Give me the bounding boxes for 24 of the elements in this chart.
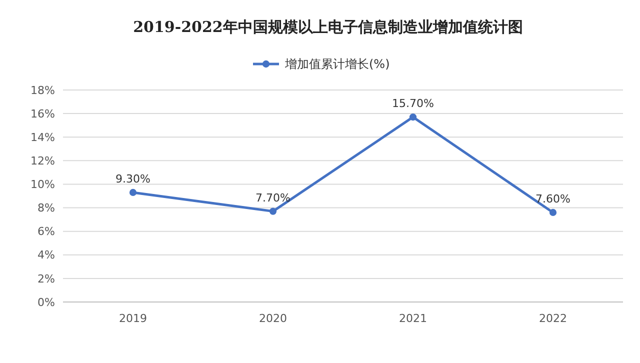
y-tick-label: 2%: [38, 272, 55, 286]
y-tick-label: 6%: [38, 225, 55, 238]
chart-title: 2019-2022年中国规模以上电子信息制造业增加值统计图: [133, 18, 523, 36]
x-tick-label: 2019: [119, 312, 147, 325]
data-label: 15.70%: [392, 97, 434, 110]
y-tick-label: 8%: [38, 202, 55, 215]
y-tick-label: 4%: [38, 248, 55, 262]
point: [409, 114, 417, 121]
point: [549, 208, 557, 216]
y-tick-label: 10%: [30, 178, 55, 192]
y-tick-label: 18%: [30, 84, 55, 97]
x-tick-label: 2021: [399, 312, 427, 325]
data-label: 7.70%: [256, 191, 290, 204]
point: [269, 208, 277, 215]
y-tick-label: 12%: [30, 154, 55, 168]
data-label: 7.60%: [536, 192, 570, 206]
y-tick-label: 0%: [38, 296, 55, 309]
y-tick-label: 14%: [30, 130, 55, 144]
legend-label: 增加值累计增长(%): [284, 57, 390, 72]
y-tick-label: 16%: [30, 107, 55, 120]
x-tick-label: 2022: [539, 312, 567, 325]
point: [129, 188, 137, 196]
data-label: 9.30%: [116, 172, 150, 186]
x-tick-label: 2020: [259, 312, 287, 325]
